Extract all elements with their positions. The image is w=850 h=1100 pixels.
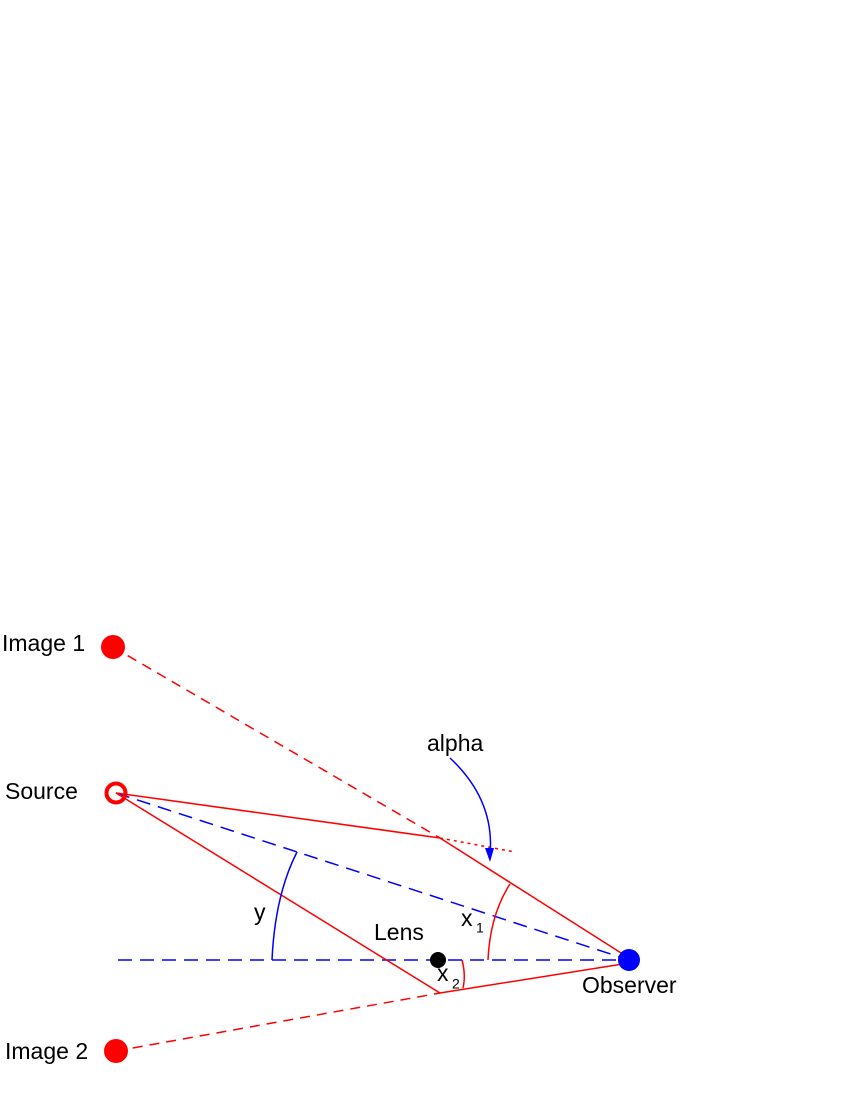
alpha-label: alpha [427,730,483,756]
alpha-arrowhead [485,848,494,862]
lens-point [430,952,446,968]
y-label: y [254,899,266,925]
image1-point [101,635,125,659]
x1-subscript: 1 [476,920,484,936]
source-point [104,781,128,805]
ray-lower-in [115,792,441,994]
source-line [115,792,630,961]
ray-upper-out [439,837,630,959]
image2-point [104,1039,128,1063]
lens-label: Lens [374,919,424,945]
image1-line [112,646,441,839]
ray-upper-in [115,792,441,839]
ray-lower-out [439,962,630,994]
source-label: Source [5,778,78,804]
x1-label: x [461,905,473,931]
image2-label: Image 2 [5,1038,88,1064]
observer-point [618,949,640,971]
angle-x2-arc [461,959,466,989]
deflection-extension [439,837,516,853]
observer-label: Observer [582,972,677,998]
angle-y-arc [271,851,298,961]
angle-x1-arc [487,883,511,961]
image2-line [115,992,441,1052]
alpha-arrow [449,757,492,856]
image1-label: Image 1 [2,630,85,656]
x2-subscript: 2 [452,976,460,992]
x2-label: x [437,960,449,986]
